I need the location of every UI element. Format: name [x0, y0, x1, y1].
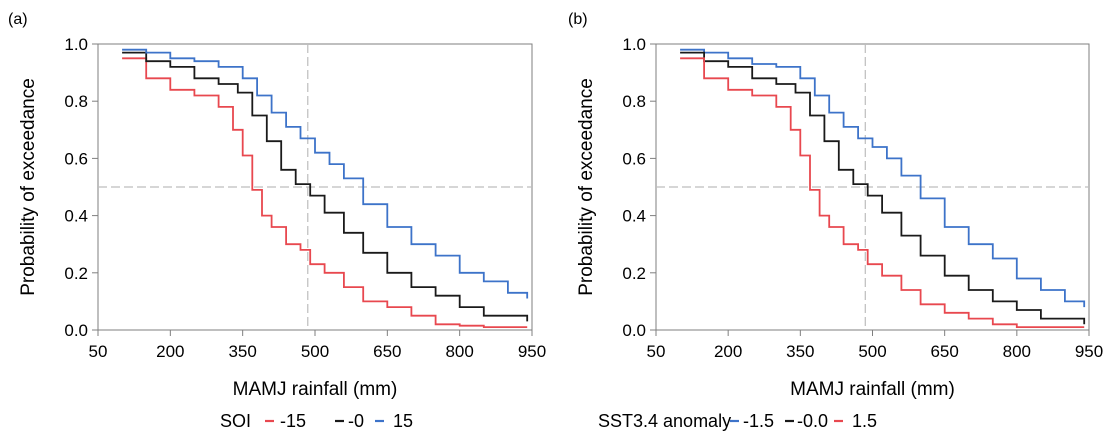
y-tick-label: 0.8	[64, 92, 88, 111]
series-line-1	[680, 51, 1086, 325]
y-tick-label: 0.6	[64, 149, 88, 168]
x-tick-label: 200	[156, 342, 184, 361]
series-line-2	[680, 57, 1085, 328]
x-tick-label: 650	[373, 342, 401, 361]
legend-title: SOI	[220, 411, 251, 431]
x-tick-label: 500	[858, 342, 886, 361]
y-tick-label: 0.0	[622, 321, 646, 340]
x-axis-title: MAMJ rainfall (mm)	[233, 379, 398, 400]
x-tick-label: 350	[786, 342, 814, 361]
chart-panel-a: (a) 50 200 350 500 650 800 950 0.0 0.2 0.4 0.6 0.8 1.…	[8, 11, 546, 431]
series-line-0	[122, 57, 528, 328]
y-tick-label: 1.0	[64, 35, 88, 54]
legend-label-1: -0	[348, 411, 364, 431]
legend-title: SST3.4 anomaly	[598, 411, 731, 431]
chart-panel-b: (b) 50 200 350 500 650 800 950 0.0 0.2 0.4 0.6 0.8 1.…	[568, 11, 1103, 431]
y-tick-label: 0.8	[622, 92, 646, 111]
x-tick-label: 650	[930, 342, 958, 361]
x-tick-label: 50	[647, 342, 666, 361]
x-tick-label: 800	[445, 342, 473, 361]
legend-label-2: 15	[393, 411, 413, 431]
y-tick-label: 0.4	[64, 207, 88, 226]
x-axis-title: MAMJ rainfall (mm)	[790, 379, 955, 400]
y-axis-title: Probability of exceedance	[18, 78, 39, 296]
panel-label: (b)	[568, 11, 588, 28]
y-axis-title: Probability of exceedance	[576, 78, 597, 296]
y-tick-label: 0.2	[622, 264, 646, 283]
x-tick-label: 950	[1075, 342, 1103, 361]
series-line-0	[680, 48, 1086, 308]
y-tick-label: 0.2	[64, 264, 88, 283]
y-tick-label: 1.0	[622, 35, 646, 54]
legend-label-2: 1.5	[852, 411, 877, 431]
legend-label-0: -1.5	[743, 411, 774, 431]
series-line-2	[122, 48, 529, 299]
series-line-1	[122, 51, 529, 322]
y-tick-label: 0.0	[64, 321, 88, 340]
panel-label: (a)	[8, 11, 28, 28]
x-tick-label: 350	[228, 342, 256, 361]
x-tick-label: 800	[1003, 342, 1031, 361]
x-tick-label: 200	[714, 342, 742, 361]
legend-label-0: -15	[280, 411, 306, 431]
y-tick-label: 0.4	[622, 207, 646, 226]
legend-label-1: -0.0	[797, 411, 828, 431]
x-tick-label: 50	[89, 342, 108, 361]
x-tick-label: 950	[518, 342, 546, 361]
x-tick-label: 500	[301, 342, 329, 361]
y-tick-label: 0.6	[622, 149, 646, 168]
